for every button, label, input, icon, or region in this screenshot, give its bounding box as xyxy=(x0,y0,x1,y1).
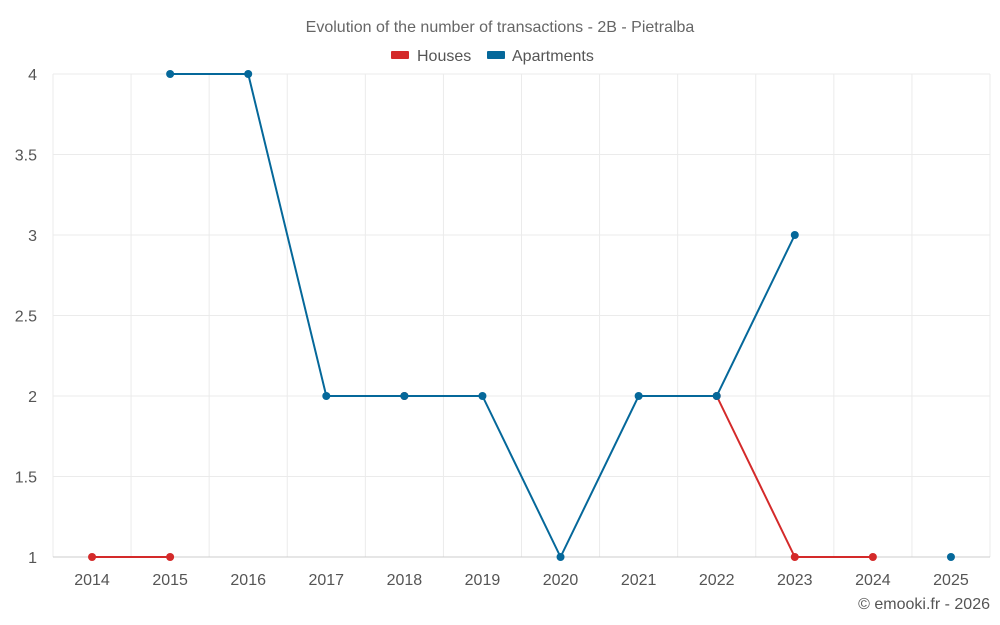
series-layer xyxy=(88,70,955,561)
legend-swatch-apartments xyxy=(487,51,505,59)
x-tick-label: 2019 xyxy=(465,572,501,589)
x-tick-label: 2021 xyxy=(621,572,657,589)
y-tick-label: 3 xyxy=(28,228,37,245)
data-point-apartments[interactable] xyxy=(478,392,487,400)
legend: Houses Apartments xyxy=(391,48,594,65)
chart-title: Evolution of the number of transactions … xyxy=(306,19,695,36)
data-point-apartments[interactable] xyxy=(244,70,253,78)
x-tick-label: 2022 xyxy=(699,572,735,589)
x-tick-label: 2016 xyxy=(230,572,266,589)
legend-item-apartments[interactable]: Apartments xyxy=(487,48,594,65)
data-point-apartments[interactable] xyxy=(790,231,799,239)
data-point-apartments[interactable] xyxy=(400,392,409,400)
data-point-houses[interactable] xyxy=(790,553,799,561)
credit-text: © emooki.fr - 2026 xyxy=(858,596,990,613)
x-tick-label: 2024 xyxy=(855,572,891,589)
y-axis: 1 1.5 2 2.5 3 3.5 4 xyxy=(15,67,37,567)
data-point-houses[interactable] xyxy=(88,553,97,561)
data-point-apartments[interactable] xyxy=(946,553,955,561)
grid xyxy=(52,73,991,558)
data-point-houses[interactable] xyxy=(868,553,877,561)
x-tick-label: 2020 xyxy=(543,572,579,589)
y-tick-label: 1 xyxy=(28,550,37,567)
x-tick-label: 2014 xyxy=(74,572,110,589)
data-point-apartments[interactable] xyxy=(556,553,565,561)
x-tick-label: 2015 xyxy=(152,572,188,589)
legend-swatch-houses xyxy=(391,51,409,59)
x-tick-label: 2017 xyxy=(308,572,344,589)
x-axis: 2014 2015 2016 2017 2018 2019 2020 2021 2022 2023… xyxy=(53,556,990,589)
y-tick-label: 1.5 xyxy=(15,470,37,487)
legend-label-houses: Houses xyxy=(417,48,471,65)
y-tick-label: 4 xyxy=(28,67,37,84)
y-tick-label: 3.5 xyxy=(15,148,37,165)
x-tick-label: 2018 xyxy=(387,572,423,589)
data-point-houses[interactable] xyxy=(166,553,175,561)
data-point-apartments[interactable] xyxy=(634,392,643,400)
y-tick-label: 2 xyxy=(28,389,37,406)
legend-label-apartments: Apartments xyxy=(512,48,594,65)
series-apartments xyxy=(166,70,955,561)
x-tick-label: 2025 xyxy=(933,572,969,589)
data-point-apartments[interactable] xyxy=(322,392,331,400)
x-tick-label: 2023 xyxy=(777,572,813,589)
y-tick-label: 2.5 xyxy=(15,309,37,326)
data-point-apartments[interactable] xyxy=(166,70,175,78)
legend-item-houses[interactable]: Houses xyxy=(391,48,471,65)
data-point-apartments[interactable] xyxy=(712,392,721,400)
